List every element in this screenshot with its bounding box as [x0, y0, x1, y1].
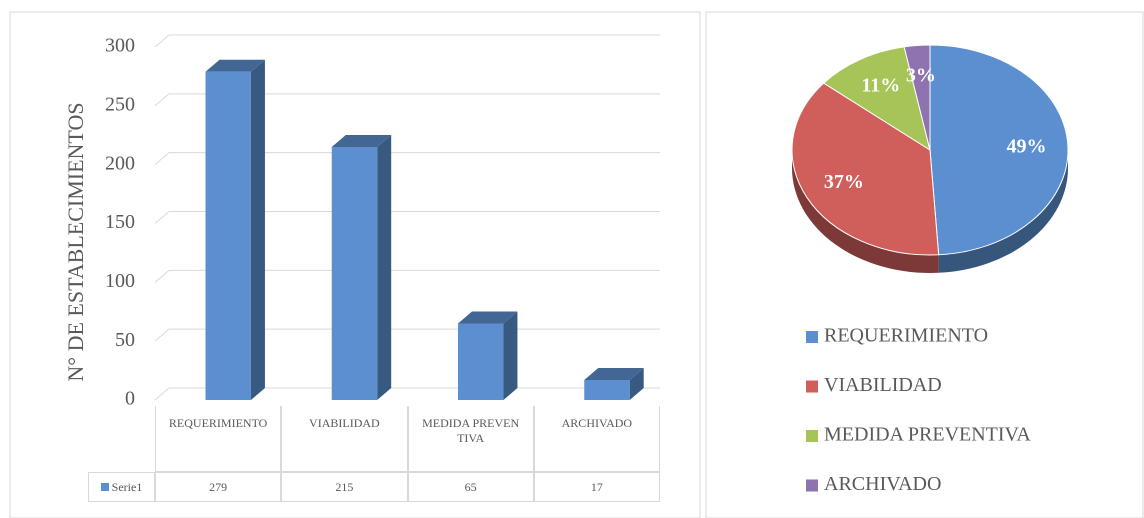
table-value: 215 — [281, 472, 408, 502]
x-tick-label: VIABILIDAD — [281, 406, 408, 472]
pie-slice — [929, 44, 1069, 256]
x-tick-label: MEDIDA PREVENTIVA — [407, 406, 534, 472]
table-series-name: Serie1 — [88, 472, 155, 502]
bar-face — [584, 367, 644, 380]
data-label: 11% — [861, 74, 900, 96]
table-value: 65 — [407, 472, 534, 502]
y-tick-label: 300 — [105, 35, 135, 57]
data-label: 49% — [1007, 135, 1047, 157]
pie-chart-frame — [705, 11, 1144, 518]
bar-face — [458, 311, 518, 324]
x-tick-label: REQUERIMIENTO — [155, 406, 282, 472]
y-tick-label: 50 — [115, 329, 135, 351]
grid-line — [154, 34, 660, 48]
pie-slice — [903, 44, 931, 151]
bar — [331, 135, 392, 400]
bar-face — [331, 135, 392, 148]
grid-line — [154, 93, 660, 107]
data-label: 37% — [824, 171, 864, 193]
y-tick-label: 150 — [105, 211, 135, 233]
bar-face — [250, 59, 265, 401]
legend-label: VIABILIDAD — [824, 374, 942, 396]
bar-face — [205, 71, 251, 401]
legend-swatch — [806, 479, 818, 492]
bar-face — [205, 59, 265, 72]
grid-line — [154, 269, 660, 283]
table-value: 279 — [155, 472, 282, 502]
bar-face — [629, 367, 644, 400]
legend-swatch — [806, 430, 818, 442]
pie-slice-side — [792, 150, 939, 274]
bar — [205, 59, 265, 401]
grid-line — [154, 152, 660, 166]
data-label: 3% — [906, 64, 936, 86]
x-tick-label: ARCHIVADO — [533, 406, 660, 472]
pie-slice — [822, 46, 931, 152]
bar-chart-frame — [9, 11, 701, 518]
legend-label: REQUERIMIENTO — [824, 325, 988, 347]
legend-label: MEDIDA PREVENTIVA — [824, 424, 1031, 446]
bar-face — [503, 311, 518, 400]
grid-line — [154, 211, 660, 224]
y-tick-label: 200 — [105, 152, 135, 174]
bar-face — [377, 135, 392, 400]
y-tick-label: 250 — [105, 93, 135, 115]
pie-slice — [791, 82, 940, 256]
legend-swatch — [806, 380, 818, 393]
y-axis-label: N° DE ESTABLECIMIENTOS — [63, 102, 88, 381]
y-tick-label: 100 — [105, 270, 135, 292]
bar — [584, 367, 644, 400]
legend-label: ARCHIVADO — [824, 473, 941, 495]
bar — [458, 311, 518, 400]
y-tick-label: 0 — [125, 388, 135, 410]
bar-face — [458, 323, 504, 400]
table-value: 17 — [533, 472, 660, 502]
bar-face — [584, 379, 630, 400]
legend-swatch — [100, 483, 109, 491]
bar-face — [331, 147, 378, 400]
legend-swatch — [806, 331, 818, 343]
